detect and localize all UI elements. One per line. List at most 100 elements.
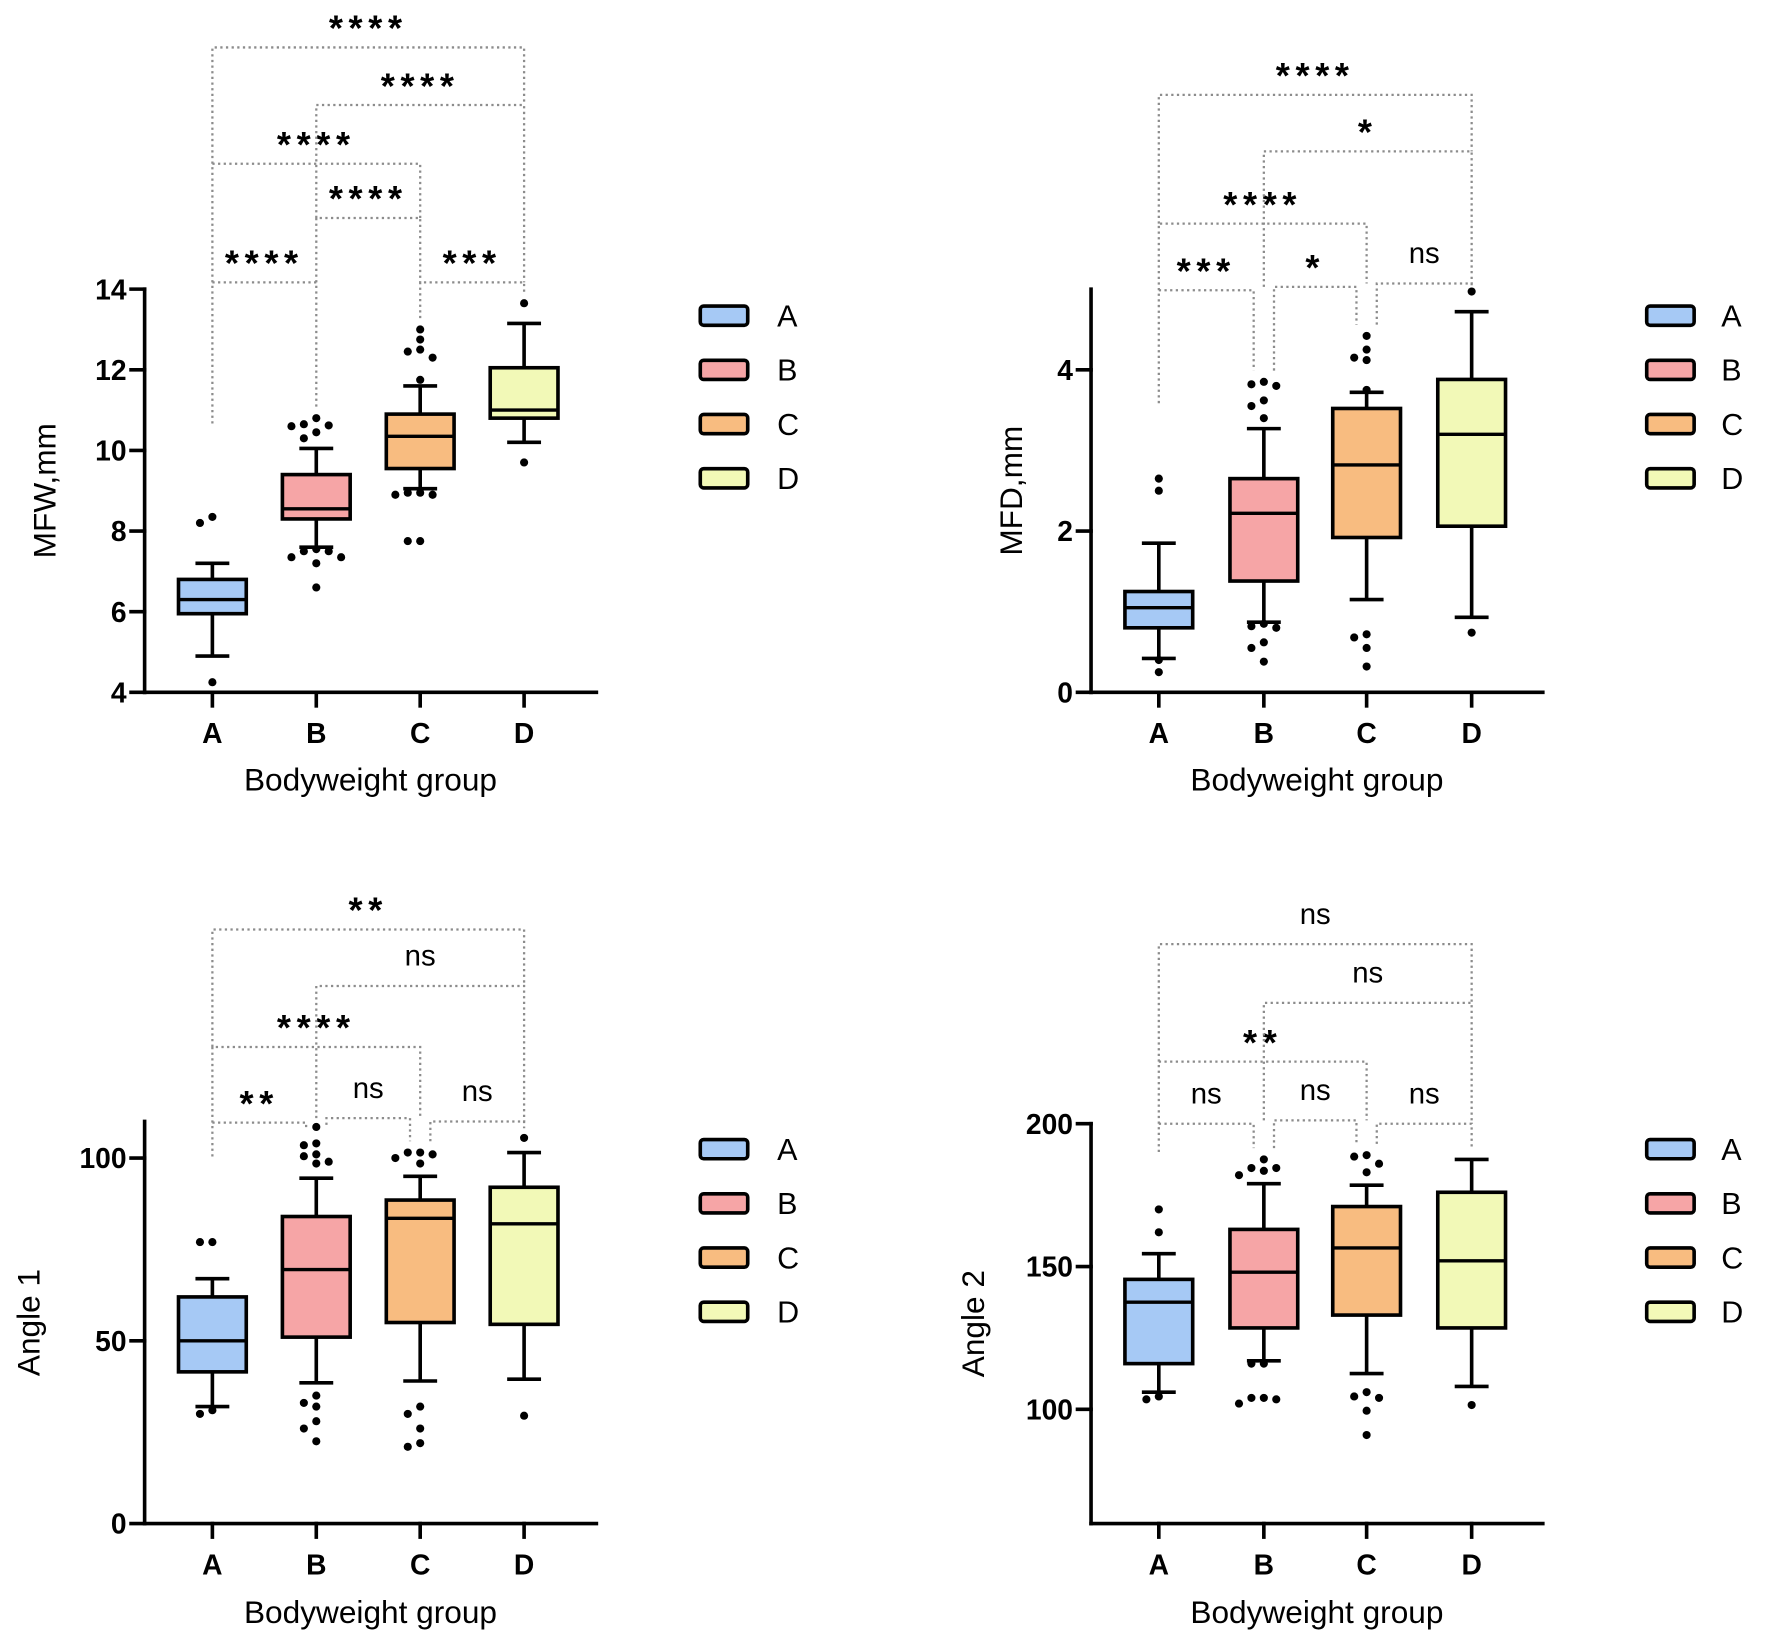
- outlier-point: [416, 537, 425, 546]
- legend-label: D: [1721, 1296, 1743, 1330]
- box-group-d: [488, 1133, 560, 1420]
- outlier-point: [1272, 1395, 1281, 1404]
- outlier-point: [403, 537, 412, 546]
- outlier-point: [1467, 1400, 1476, 1410]
- category-label: D: [1461, 717, 1481, 749]
- outlier-point: [312, 545, 321, 554]
- outlier-point: [391, 490, 400, 499]
- significance-bracket: [325, 1116, 412, 1142]
- box-group-b: [1228, 1155, 1300, 1408]
- outlier-point: [1272, 1163, 1281, 1173]
- outlier-point: [312, 559, 321, 568]
- outlier-point: [299, 1398, 308, 1407]
- outlier-point: [299, 547, 308, 556]
- box: [1228, 1227, 1300, 1330]
- outlier-point: [1259, 638, 1268, 647]
- legend-swatch: [1644, 1191, 1696, 1215]
- legend-swatch: [698, 466, 750, 490]
- category-label: A: [202, 717, 222, 749]
- outlier-point: [312, 1159, 321, 1168]
- outlier-point: [1374, 1159, 1384, 1168]
- outlier-point: [403, 488, 412, 497]
- box: [1123, 589, 1195, 630]
- category-label: C: [1356, 1548, 1376, 1580]
- category-label: C: [410, 1548, 430, 1580]
- y-tick-label: 100: [1026, 1393, 1073, 1425]
- y-tick-label: 12: [95, 354, 126, 386]
- outlier-point: [520, 1411, 529, 1420]
- box-group-b: [280, 414, 352, 592]
- outlier-point: [416, 1424, 425, 1433]
- significance-label: ns: [1352, 957, 1383, 990]
- legend-swatch: [698, 1191, 750, 1215]
- legend-label: D: [777, 1296, 799, 1330]
- y-tick-label: 8: [111, 515, 127, 547]
- box: [1228, 476, 1300, 583]
- outlier-point: [1259, 414, 1268, 423]
- y-axis-title: MFD,mm: [993, 426, 1029, 556]
- outlier-point: [287, 553, 296, 562]
- legend-label: B: [777, 354, 797, 388]
- outlier-point: [312, 1402, 321, 1411]
- box: [176, 577, 249, 616]
- box: [384, 412, 456, 471]
- significance-bracket: [315, 984, 526, 1122]
- significance-bracket: [1157, 289, 1255, 404]
- outlier-point: [1362, 643, 1371, 653]
- outlier-point: [1362, 331, 1371, 340]
- legend-swatch: [1644, 466, 1696, 490]
- y-tick-label: 100: [79, 1142, 126, 1174]
- significance-label: ns: [1409, 237, 1440, 270]
- y-tick-label: 2: [1057, 515, 1073, 547]
- outlier-point: [312, 1139, 321, 1148]
- significance-label: **: [1243, 1022, 1282, 1063]
- significance-label: ****: [277, 1007, 356, 1048]
- outlier-point: [1350, 1392, 1359, 1401]
- significance-brackets: *** * ns*********: [1157, 55, 1473, 404]
- significance-bracket: [419, 281, 526, 319]
- outlier-point: [195, 1409, 205, 1418]
- significance-label: ****: [225, 243, 304, 284]
- legend-label: A: [777, 299, 798, 333]
- outlier-point: [1259, 396, 1268, 405]
- outlier-point: [1259, 657, 1268, 666]
- outlier-point: [1362, 1430, 1371, 1440]
- outlier-point: [195, 1238, 205, 1247]
- outlier-point: [312, 583, 321, 592]
- legend-label: D: [1721, 462, 1743, 496]
- category-label: B: [1254, 717, 1274, 749]
- category-label: D: [1461, 1548, 1481, 1580]
- category-label: D: [514, 1548, 534, 1580]
- significance-label: ****: [381, 65, 460, 106]
- outlier-point: [1374, 1393, 1384, 1402]
- outlier-point: [1247, 1163, 1256, 1173]
- x-axis-title: Bodyweight group: [244, 1594, 497, 1630]
- legend-swatch: [1644, 1300, 1696, 1324]
- y-tick-label: 150: [1026, 1251, 1073, 1283]
- y-axis-title: MFW,mm: [26, 423, 62, 558]
- outlier-point: [312, 1417, 321, 1426]
- legend-swatch: [698, 358, 750, 382]
- box-group-a: [1123, 1205, 1195, 1404]
- box: [280, 1214, 352, 1339]
- category-label: C: [410, 717, 430, 749]
- significance-bracket: [211, 162, 422, 283]
- outlier-point: [416, 1402, 425, 1411]
- category-label: A: [202, 1548, 222, 1580]
- significance-label: ns: [405, 940, 436, 973]
- legend-label: B: [1721, 1187, 1741, 1221]
- outlier-point: [299, 434, 308, 443]
- significance-label: ns: [353, 1072, 384, 1105]
- category-label: D: [514, 717, 534, 749]
- outlier-point: [299, 1152, 308, 1161]
- legend-label: A: [777, 1133, 798, 1167]
- y-tick-label: 10: [95, 435, 126, 467]
- y-tick-label: 200: [1026, 1108, 1073, 1140]
- box-group-c: [1330, 1151, 1403, 1440]
- outlier-point: [324, 547, 333, 556]
- legend-swatch: [698, 1246, 750, 1269]
